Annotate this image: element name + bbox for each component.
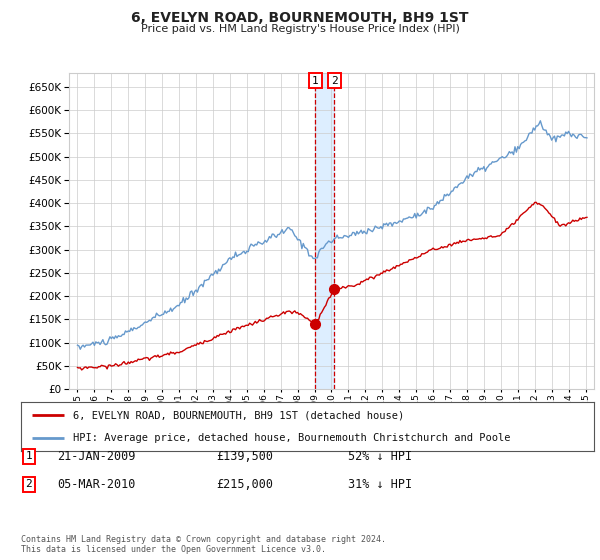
Text: £139,500: £139,500 xyxy=(216,450,273,463)
Text: 1: 1 xyxy=(25,451,32,461)
Text: 21-JAN-2009: 21-JAN-2009 xyxy=(57,450,136,463)
Text: Price paid vs. HM Land Registry's House Price Index (HPI): Price paid vs. HM Land Registry's House … xyxy=(140,24,460,34)
Text: Contains HM Land Registry data © Crown copyright and database right 2024.
This d: Contains HM Land Registry data © Crown c… xyxy=(21,535,386,554)
Text: 31% ↓ HPI: 31% ↓ HPI xyxy=(348,478,412,491)
Text: 1: 1 xyxy=(312,76,319,86)
Text: 6, EVELYN ROAD, BOURNEMOUTH, BH9 1ST: 6, EVELYN ROAD, BOURNEMOUTH, BH9 1ST xyxy=(131,11,469,25)
Text: 6, EVELYN ROAD, BOURNEMOUTH, BH9 1ST (detached house): 6, EVELYN ROAD, BOURNEMOUTH, BH9 1ST (de… xyxy=(73,410,404,421)
Text: 05-MAR-2010: 05-MAR-2010 xyxy=(57,478,136,491)
Text: 2: 2 xyxy=(25,479,32,489)
Text: 52% ↓ HPI: 52% ↓ HPI xyxy=(348,450,412,463)
Bar xyxy=(316,73,334,389)
Text: 2: 2 xyxy=(331,76,338,86)
Text: HPI: Average price, detached house, Bournemouth Christchurch and Poole: HPI: Average price, detached house, Bour… xyxy=(73,433,510,444)
Text: £215,000: £215,000 xyxy=(216,478,273,491)
